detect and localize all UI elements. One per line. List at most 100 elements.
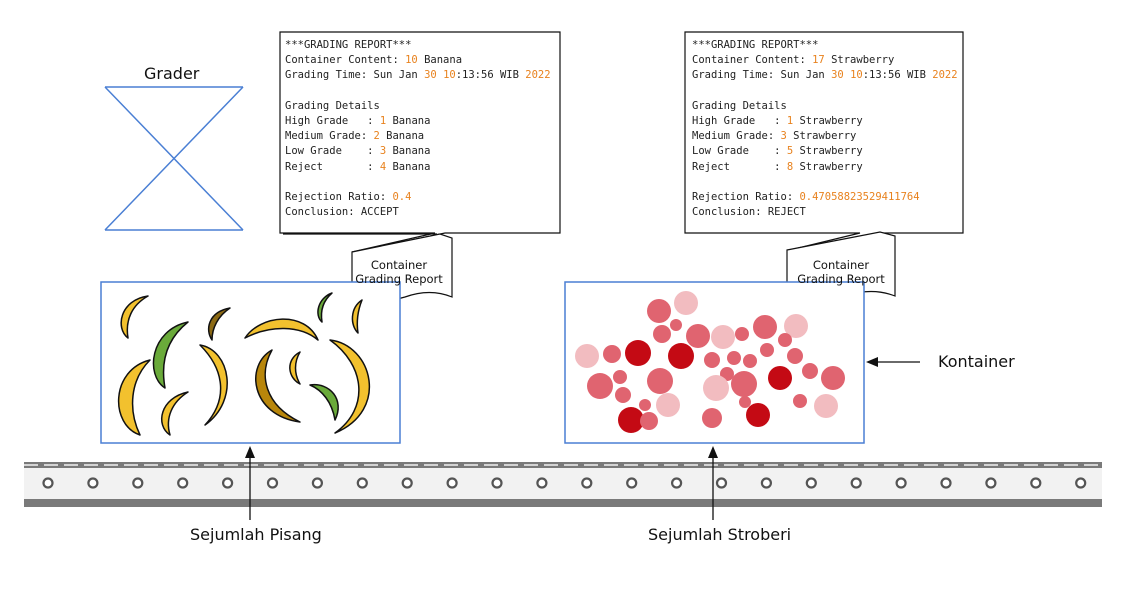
banana-13 (309, 384, 339, 421)
report-time-line: Grading Time: Sun Jan 30 10:13:56 WIB 20… (285, 69, 551, 82)
roller-19 (850, 477, 862, 489)
report-grade-row: High Grade : 1 Banana (285, 115, 431, 128)
strawberry-24 (731, 371, 757, 397)
report-details-title: Grading Details (692, 99, 787, 112)
roller-6 (266, 477, 279, 489)
roller-20 (895, 477, 907, 489)
strawberry-21 (735, 327, 749, 341)
strawberry-14 (639, 399, 651, 411)
report-grade-row: Low Grade : 3 Banana (285, 145, 431, 158)
strawberry-1 (575, 344, 599, 368)
strawberry-3 (587, 373, 613, 399)
strawberry-34 (802, 363, 818, 379)
conveyor-belt (24, 462, 1102, 507)
report-grade-row: Medium Grade: 3 Strawberry (692, 130, 857, 143)
strawberry-9 (674, 291, 698, 315)
grader-icon (104, 86, 244, 231)
banana-1 (120, 295, 149, 339)
banana-3 (118, 359, 151, 436)
strawberry-33 (768, 366, 792, 390)
report-grade-row: Low Grade : 5 Strawberry (692, 145, 863, 158)
strawberry-7 (615, 387, 631, 403)
roller-18 (805, 477, 817, 489)
roller-13 (581, 477, 593, 489)
strawberry-38 (702, 408, 722, 428)
strawberry-6 (618, 407, 644, 433)
strawberry-30 (760, 343, 774, 357)
roller-7 (311, 477, 323, 489)
roller-3 (132, 477, 144, 489)
strawberry-20 (727, 351, 741, 365)
banana-group (118, 292, 371, 436)
callout-text-strawberry: Container Grading Report (797, 258, 885, 286)
strawberry-16 (640, 412, 658, 430)
strawberry-29 (784, 314, 808, 338)
report-header: ***GRADING REPORT*** (285, 39, 412, 51)
roller-8 (356, 477, 368, 489)
banana-11 (351, 299, 363, 334)
banana-8 (255, 349, 301, 423)
roller-24 (1075, 477, 1087, 489)
roller-5 (222, 477, 234, 489)
container-label: Kontainer (938, 352, 1015, 371)
arrow-to-container (866, 357, 920, 367)
strawberry-10 (653, 325, 671, 343)
roller-17 (760, 477, 773, 489)
strawberry-32 (787, 348, 803, 364)
strawberry-17 (686, 324, 710, 348)
roller-10 (446, 477, 458, 489)
roller-12 (536, 477, 548, 489)
strawberry-15 (656, 393, 680, 417)
grading-report-strawberry: ***GRADING REPORT*** Container Content: 1… (692, 38, 958, 220)
banana-5 (208, 307, 231, 341)
report-header: ***GRADING REPORT*** (692, 39, 819, 51)
report-conclusion: Conclusion: REJECT (692, 206, 806, 219)
strawberry-11 (670, 319, 682, 331)
strawberry-18 (711, 325, 735, 349)
strawberry-31 (778, 333, 792, 347)
bananas-label: Sejumlah Pisang (190, 525, 322, 544)
roller-21 (940, 477, 952, 489)
strawberry-2 (603, 345, 621, 363)
strawberry-13 (647, 368, 673, 394)
strawberry-27 (739, 396, 751, 408)
strawberry-28 (753, 315, 777, 339)
banana-6 (199, 344, 228, 426)
strawberry-5 (625, 340, 651, 366)
strawberry-8 (647, 299, 671, 323)
report-ratio-line: Rejection Ratio: 0.47058823529411764 (692, 191, 920, 204)
roller-23 (1030, 477, 1042, 489)
strawberry-23 (703, 375, 729, 401)
report-grade-row: High Grade : 1 Strawberry (692, 115, 863, 128)
strawberry-35 (821, 366, 845, 390)
banana-7 (244, 318, 319, 341)
arrow-to-strawberries (708, 446, 718, 520)
grader-label: Grader (144, 64, 200, 83)
conveyor-rollers (42, 477, 1087, 489)
strawberry-25 (743, 354, 757, 368)
arrow-to-bananas (245, 446, 255, 520)
strawberry-4 (613, 370, 627, 384)
strawberry-19 (704, 352, 720, 368)
banana-4 (161, 391, 189, 436)
roller-15 (670, 477, 683, 489)
banana-10 (317, 292, 333, 323)
banana-2 (152, 321, 189, 389)
roller-14 (626, 477, 638, 489)
report-grade-row: Medium Grade: 2 Banana (285, 130, 425, 143)
report-grade-row: Reject : 4 Banana (285, 160, 431, 173)
strawberry-37 (814, 394, 838, 418)
banana-9 (289, 351, 301, 385)
report-content-line: Container Content: 17 Strawberry (692, 54, 895, 67)
report-content-line: Container Content: 10 Banana (285, 54, 463, 67)
grading-report-banana: ***GRADING REPORT*** Container Content: 1… (285, 38, 551, 220)
roller-11 (491, 477, 503, 489)
report-time-line: Grading Time: Sun Jan 30 10:13:56 WIB 20… (692, 69, 958, 82)
roller-1 (42, 477, 54, 489)
report-ratio-line: Rejection Ratio: 0.4 (285, 191, 412, 204)
roller-16 (715, 477, 728, 489)
strawberry-26 (746, 403, 770, 427)
roller-9 (401, 477, 413, 489)
strawberry-12 (668, 343, 694, 369)
